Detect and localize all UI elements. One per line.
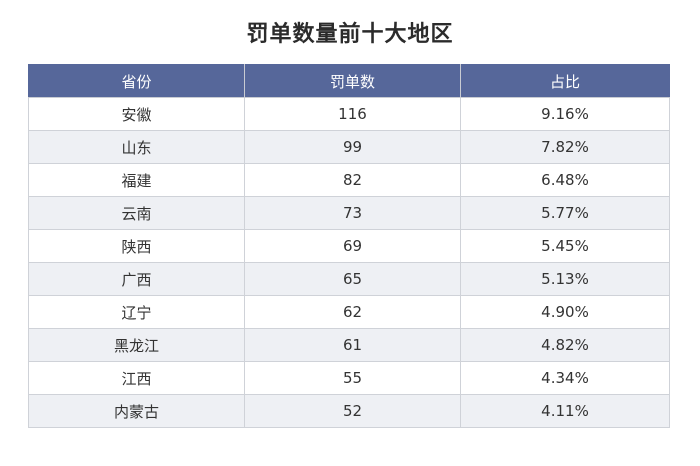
cell-count: 116 [244,97,461,131]
cell-province: 安徽 [28,97,245,131]
cell-count: 62 [244,295,461,329]
cell-province: 江西 [28,361,245,395]
table-row: 内蒙古 52 4.11% [28,394,670,428]
column-header-share: 占比 [460,64,670,98]
column-header-count: 罚单数 [244,64,461,98]
cell-share: 4.90% [460,295,670,329]
cell-count: 69 [244,229,461,263]
table-row: 黑龙江 61 4.82% [28,328,670,362]
cell-province: 福建 [28,163,245,197]
cell-province: 云南 [28,196,245,230]
cell-count: 73 [244,196,461,230]
table-row: 山东 99 7.82% [28,130,670,164]
cell-province: 陕西 [28,229,245,263]
table-row: 安徽 116 9.16% [28,97,670,131]
chart-title: 罚单数量前十大地区 [246,22,454,47]
table-row: 辽宁 62 4.90% [28,295,670,329]
column-header-province: 省份 [28,64,245,98]
cell-count: 65 [244,262,461,296]
table-header: 省份 罚单数 占比 [28,64,670,98]
table-row: 福建 82 6.48% [28,163,670,197]
cell-share: 7.82% [460,130,670,164]
table-row: 陕西 69 5.45% [28,229,670,263]
cell-share: 5.13% [460,262,670,296]
cell-province: 辽宁 [28,295,245,329]
header-row: 省份 罚单数 占比 [28,64,670,98]
table-row: 江西 55 4.34% [28,361,670,395]
table-row: 广西 65 5.13% [28,262,670,296]
cell-count: 55 [244,361,461,395]
cell-share: 4.82% [460,328,670,362]
cell-province: 山东 [28,130,245,164]
cell-province: 内蒙古 [28,394,245,428]
cell-share: 9.16% [460,97,670,131]
cell-share: 6.48% [460,163,670,197]
cell-count: 52 [244,394,461,428]
table-row: 云南 73 5.77% [28,196,670,230]
cell-share: 4.34% [460,361,670,395]
cell-share: 5.45% [460,229,670,263]
cell-province: 广西 [28,262,245,296]
cell-count: 82 [244,163,461,197]
cell-share: 5.77% [460,196,670,230]
cell-count: 61 [244,328,461,362]
cell-count: 99 [244,130,461,164]
cell-share: 4.11% [460,394,670,428]
cell-province: 黑龙江 [28,328,245,362]
data-table: 省份 罚单数 占比 安徽 116 9.16% 山东 99 7.82% 福建 82… [28,64,670,428]
table-body: 安徽 116 9.16% 山东 99 7.82% 福建 82 6.48% 云南 … [28,97,670,428]
